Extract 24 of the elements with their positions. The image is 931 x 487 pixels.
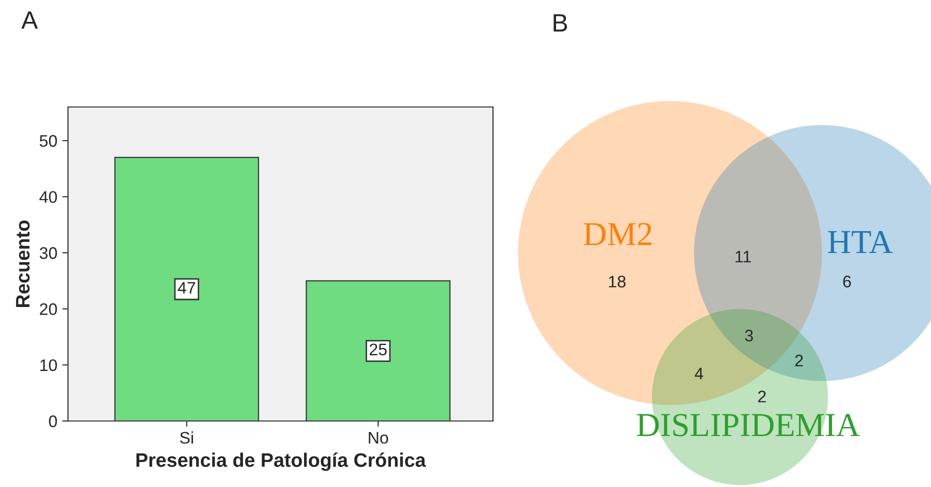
y-tick-label: 50 [40, 135, 57, 147]
text: 4 [694, 368, 704, 380]
data-label: 47 [178, 282, 196, 294]
y-tick-label: 0 [48, 415, 57, 428]
y-tick-label: 40 [39, 191, 57, 203]
y-tick-label: 20 [40, 303, 57, 316]
category-label: HTA [828, 231, 893, 254]
text: 2 [795, 354, 803, 366]
category-label: DM2 [584, 222, 652, 246]
x-tick-label: No [368, 432, 388, 444]
x-axis-title: Presencia de Patología Crónica [136, 452, 426, 471]
data-label: 25 [370, 344, 387, 356]
data-label: 18 [609, 276, 626, 288]
y-tick-label: 30 [40, 247, 57, 259]
y-axis-title: Recuento [16, 220, 30, 307]
y-tick-label: 10 [40, 359, 57, 372]
data-label: 2 [758, 390, 766, 402]
text: 3 [745, 330, 753, 342]
x-tick-label: Si [180, 431, 193, 444]
category-label: DISLIPIDEMIA [636, 414, 860, 436]
data-label: 6 [843, 276, 851, 288]
chart-title: A [21, 11, 38, 29]
text: B [554, 14, 568, 32]
text: 11 [736, 250, 751, 262]
